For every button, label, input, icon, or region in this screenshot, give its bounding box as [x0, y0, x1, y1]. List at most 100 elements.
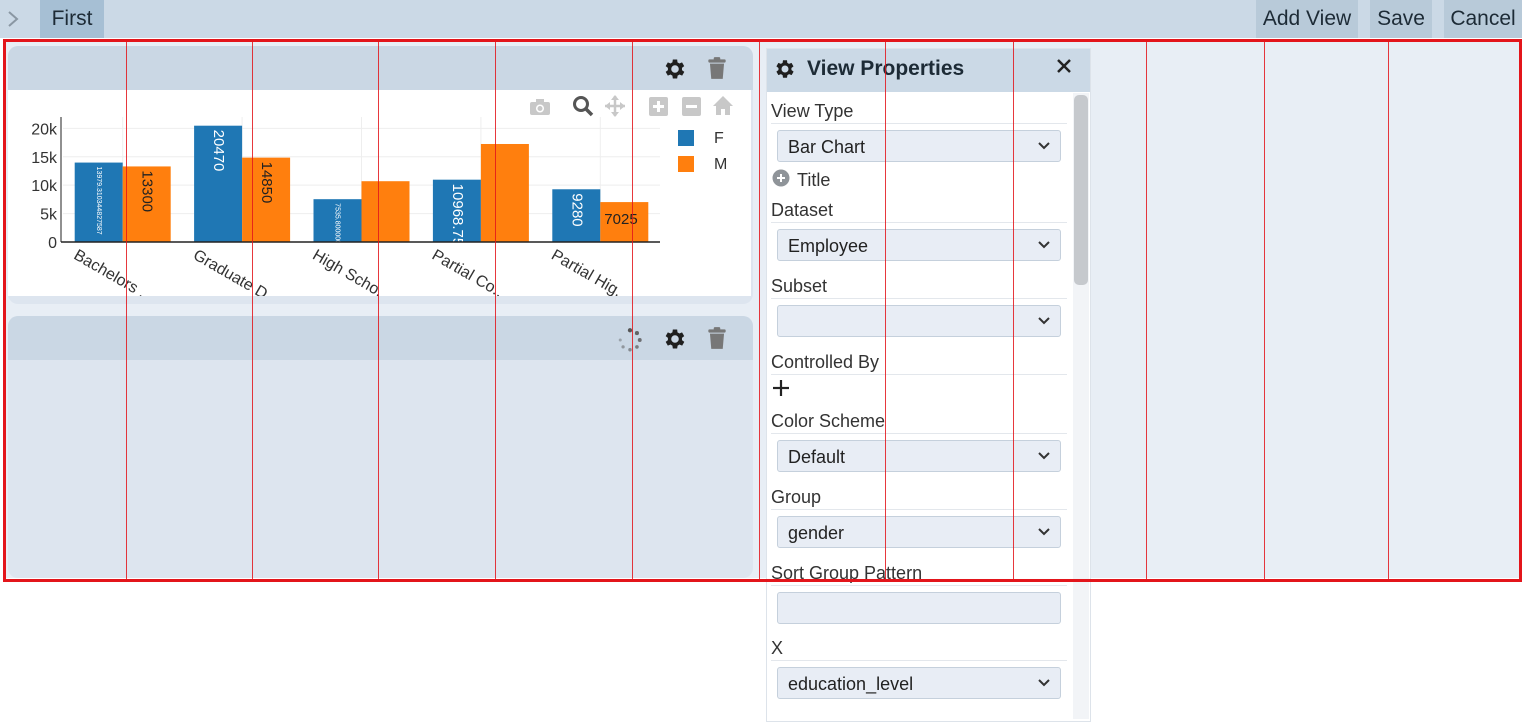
color-scheme-label: Color Scheme: [771, 411, 886, 431]
gear-icon[interactable]: [662, 56, 688, 82]
legend-label[interactable]: F: [714, 130, 724, 147]
data-label: 10968.75: [449, 184, 466, 247]
view-type-select[interactable]: Bar Chart: [777, 130, 1061, 162]
x-label: X: [771, 638, 784, 658]
data-label: 13979.310344827587: [95, 167, 102, 235]
plus-icon[interactable]: [772, 379, 790, 397]
chevron-down-icon: [1038, 241, 1050, 249]
data-label: 7535.80000000000: [334, 203, 341, 263]
legend-swatch[interactable]: [678, 156, 694, 172]
sort-group-pattern-label: Sort Group Pattern: [771, 563, 923, 583]
x-tick-label: High Scho...: [310, 247, 394, 296]
zoom-in-icon[interactable]: [649, 97, 668, 116]
chart-legend: FM: [678, 130, 727, 173]
x-select[interactable]: education_level: [777, 667, 1061, 699]
cancel-button[interactable]: Cancel: [1444, 0, 1522, 38]
chart-view-panel: 13979.310344827587 13300 20470 14850 7535.80…: [8, 46, 753, 310]
x-value: education_level: [788, 674, 914, 694]
loading-spinner-icon: [618, 328, 642, 352]
chevron-down-icon: [1038, 679, 1050, 687]
pan-icon[interactable]: [605, 95, 625, 117]
bar-f[interactable]: [432, 179, 481, 242]
controlled-by-label: Controlled By: [771, 352, 880, 372]
view-properties-title: View Properties: [807, 57, 965, 80]
x-tick-label: Partial Hig...: [548, 247, 632, 296]
home-icon[interactable]: [713, 96, 733, 115]
chevron-down-icon: [1038, 317, 1050, 325]
data-label: 9280: [568, 193, 585, 226]
data-label: 20470: [210, 130, 227, 172]
chevron-down-icon: [1038, 528, 1050, 536]
gear-icon: [776, 60, 794, 78]
chevron-right-icon[interactable]: [4, 8, 22, 30]
view-properties-header: View Properties: [767, 49, 1090, 92]
chart-bars: 13979.310344827587 13300 20470 14850 7535.80…: [74, 125, 649, 264]
y-tick-label: 0: [48, 235, 57, 252]
modebar: [530, 95, 733, 117]
panel-header: [8, 316, 753, 360]
subset-label: Subset: [771, 276, 828, 296]
divider: [771, 298, 1067, 299]
close-icon[interactable]: [1055, 57, 1073, 75]
x-tick-label: Graduate D...: [190, 247, 282, 296]
bar-f[interactable]: [552, 189, 601, 242]
top-toolbar: First Add View Save Cancel: [0, 0, 1522, 38]
divider: [771, 433, 1067, 434]
divider: [771, 374, 1067, 375]
color-scheme-value: Default: [788, 447, 846, 467]
trash-icon[interactable]: [704, 325, 730, 351]
bar-m[interactable]: [600, 202, 649, 242]
bar-chart: 13979.310344827587 13300 20470 14850 7535.80…: [31, 95, 733, 310]
chevron-down-icon: [1038, 142, 1050, 150]
gear-icon[interactable]: [662, 326, 688, 352]
camera-icon[interactable]: [530, 99, 550, 115]
dataset-label: Dataset: [771, 200, 834, 220]
x-axis-ticks: Bachelors ... Graduate D... High Scho... Pa…: [71, 247, 633, 310]
data-label: 7025: [604, 211, 637, 228]
zoom-icon[interactable]: [573, 96, 594, 117]
bar-f[interactable]: [194, 125, 243, 242]
view-type-label: View Type: [771, 101, 854, 121]
data-label: 13300: [139, 170, 156, 212]
save-button[interactable]: Save: [1370, 0, 1432, 38]
title-label[interactable]: Title: [797, 170, 831, 190]
divider: [771, 660, 1067, 661]
bar-m[interactable]: [242, 157, 291, 242]
group-value: gender: [788, 523, 845, 543]
bar-m[interactable]: [122, 166, 171, 242]
zoom-out-icon[interactable]: [682, 97, 701, 116]
bar-m[interactable]: [480, 143, 529, 242]
add-circle-icon[interactable]: [772, 169, 790, 187]
view-properties-panel: View Properties View Type Bar Chart Titl…: [766, 48, 1091, 722]
group-select[interactable]: gender: [777, 516, 1061, 548]
y-axis-ticks: 0 5k 10k 15k 20k: [31, 121, 58, 252]
legend-swatch[interactable]: [678, 130, 694, 146]
add-view-button[interactable]: Add View: [1256, 0, 1358, 38]
chart-area[interactable]: 13979.310344827587 13300 20470 14850 7535.80…: [8, 90, 751, 310]
divider: [771, 222, 1067, 223]
group-label: Group: [771, 487, 822, 507]
bar-f[interactable]: [313, 199, 362, 242]
dataset-value: Employee: [788, 236, 869, 256]
chevron-down-icon: [1038, 452, 1050, 460]
color-scheme-select[interactable]: Default: [777, 440, 1061, 472]
y-tick-label: 15k: [31, 150, 58, 167]
trash-icon[interactable]: [704, 55, 730, 81]
y-tick-label: 20k: [31, 121, 58, 138]
view-type-value: Bar Chart: [788, 137, 866, 157]
scrollbar-thumb[interactable]: [1074, 95, 1088, 285]
bar-f[interactable]: [74, 162, 123, 242]
data-label: 14850: [258, 162, 275, 204]
subset-select[interactable]: [777, 305, 1061, 337]
divider: [771, 509, 1067, 510]
divider: [771, 585, 1067, 586]
x-tick-label: Bachelors ...: [71, 247, 157, 296]
legend-label[interactable]: M: [714, 156, 727, 173]
divider: [771, 123, 1067, 124]
sort-group-pattern-input[interactable]: [777, 592, 1061, 624]
x-tick-label: Partial Co...: [429, 247, 510, 296]
y-tick-label: 10k: [31, 178, 58, 195]
dataset-select[interactable]: Employee: [777, 229, 1061, 261]
bar-m[interactable]: [361, 181, 410, 242]
tab-first[interactable]: First: [40, 0, 104, 38]
